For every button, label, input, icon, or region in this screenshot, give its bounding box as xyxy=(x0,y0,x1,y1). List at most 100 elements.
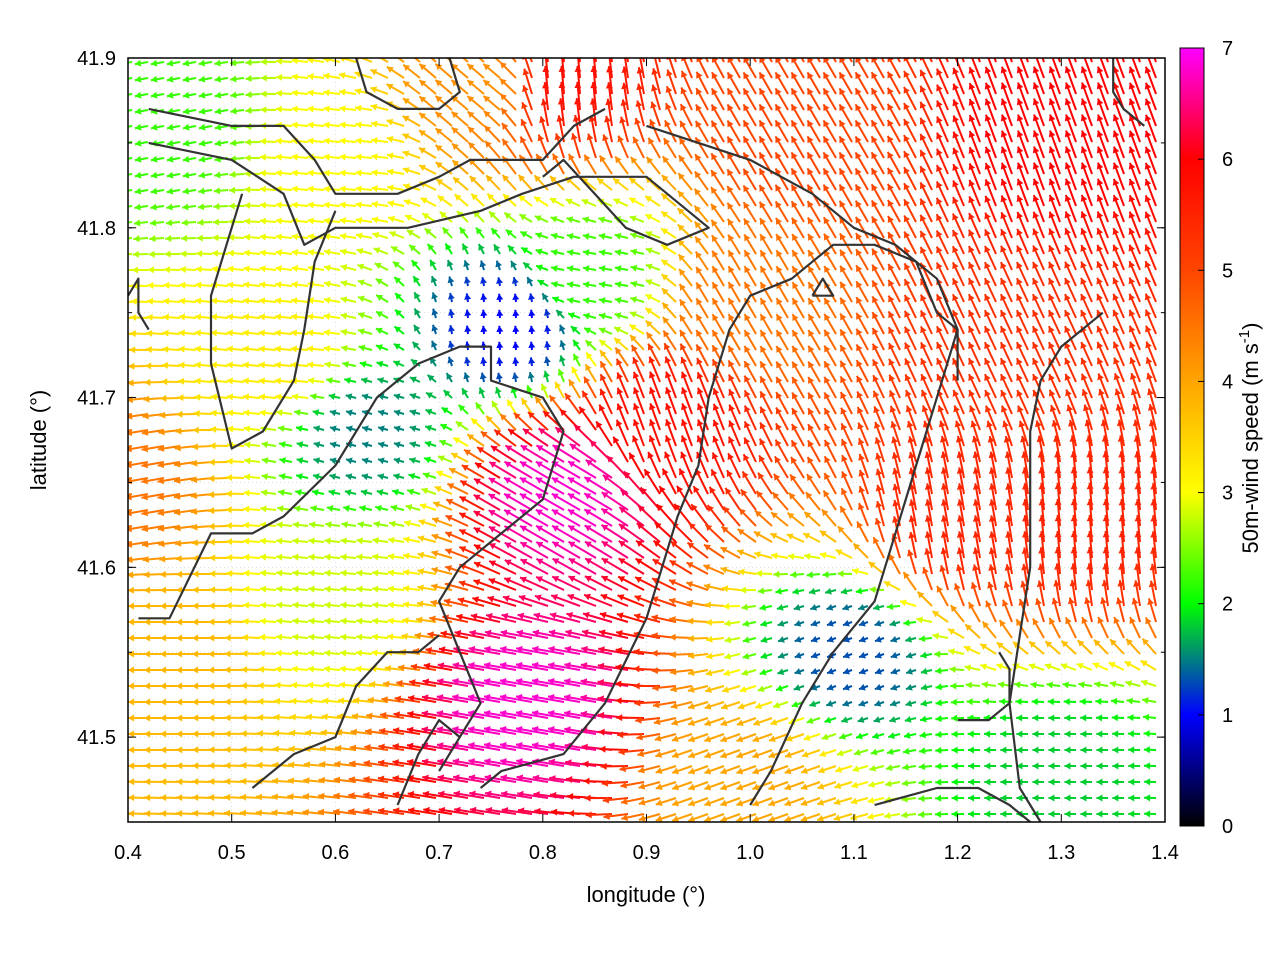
wind-arrow-head xyxy=(807,168,814,176)
wind-arrow-head xyxy=(840,40,846,47)
wind-arrow xyxy=(275,169,293,177)
wind-arrow xyxy=(1064,114,1077,143)
wind-arrow-head xyxy=(306,329,314,337)
wind-arrow xyxy=(1035,58,1045,79)
wind-arrow-head xyxy=(711,88,718,96)
wind-arrow-head xyxy=(634,118,641,125)
wind-arrow xyxy=(291,233,309,241)
wind-arrow xyxy=(338,88,357,96)
wind-arrow-head xyxy=(355,169,362,177)
wind-arrow xyxy=(791,233,805,255)
wind-arrow-head xyxy=(274,329,281,337)
wind-arrow xyxy=(759,233,773,255)
wind-arrow xyxy=(439,423,453,431)
wind-arrow xyxy=(952,147,965,175)
wind-arrow-head xyxy=(480,309,488,317)
wind-arrow xyxy=(710,169,725,191)
wind-arrow xyxy=(392,260,405,271)
wind-arrow xyxy=(574,81,582,111)
wind-arrow-head xyxy=(371,216,379,224)
wind-arrow xyxy=(1032,146,1045,175)
wind-arrow xyxy=(588,115,597,143)
wind-arrow xyxy=(322,72,341,80)
wind-arrow xyxy=(533,195,549,207)
wind-arrow xyxy=(635,100,645,127)
wind-arrow xyxy=(512,357,520,367)
wind-arrow xyxy=(742,119,757,143)
wind-arrow xyxy=(968,114,981,143)
wind-arrow xyxy=(1016,228,1029,255)
wind-arrow xyxy=(1000,146,1013,175)
wind-arrow-head xyxy=(1096,114,1104,122)
wind-arrow-head xyxy=(606,50,613,56)
wind-arrow-head xyxy=(198,107,206,115)
wind-arrow xyxy=(919,230,933,255)
wind-arrow-head xyxy=(680,120,687,128)
wind-arrow xyxy=(854,200,869,223)
wind-arrow-head xyxy=(419,80,427,87)
wind-arrow xyxy=(198,107,213,115)
wind-arrow xyxy=(822,184,837,207)
wind-arrow-head xyxy=(1032,211,1040,219)
wind-arrow xyxy=(1080,227,1093,255)
wind-arrow xyxy=(230,107,245,115)
wind-arrow-head xyxy=(936,197,943,205)
wind-arrow xyxy=(952,67,965,95)
wind-arrow xyxy=(574,65,582,95)
wind-arrow-head xyxy=(1080,66,1088,74)
wind-arrow-head xyxy=(387,50,394,56)
wind-arrow-head xyxy=(1016,82,1024,90)
wind-arrow xyxy=(759,265,773,287)
wind-arrow-head xyxy=(198,59,206,67)
wind-arrow xyxy=(461,58,469,63)
wind-arrow xyxy=(710,219,725,239)
wind-arrow-head xyxy=(386,118,394,126)
wind-arrow xyxy=(1048,228,1061,255)
wind-arrow xyxy=(243,265,261,273)
wind-arrow-head xyxy=(984,195,991,203)
wind-arrow-head xyxy=(323,137,330,145)
wind-arrow-head xyxy=(197,218,204,226)
wind-arrow-head xyxy=(871,136,878,144)
wind-arrow xyxy=(128,237,133,240)
wind-arrow xyxy=(1000,130,1013,159)
wind-arrow xyxy=(323,89,341,97)
wind-arrow-head xyxy=(435,111,443,119)
wind-arrow-head xyxy=(728,250,735,258)
wind-arrow-head xyxy=(370,69,378,76)
wind-arrow xyxy=(598,249,613,257)
wind-arrow-head xyxy=(229,59,237,67)
wind-arrow-head xyxy=(1128,98,1136,106)
wind-arrow-head xyxy=(405,214,412,222)
wind-arrow xyxy=(421,212,437,223)
wind-arrow xyxy=(582,233,597,240)
wind-arrow xyxy=(632,136,645,159)
wind-arrow-head xyxy=(839,233,847,241)
wind-arrow-shaft xyxy=(1003,58,1013,79)
wind-arrow-head xyxy=(598,249,606,257)
wind-arrow xyxy=(559,355,566,367)
wind-arrow-head xyxy=(604,115,611,123)
wind-arrow xyxy=(418,129,437,143)
wind-arrow xyxy=(1112,98,1125,127)
wind-arrow xyxy=(612,177,629,191)
wind-arrow-head xyxy=(291,201,298,209)
wind-arrow-head xyxy=(968,83,976,90)
wind-arrow-head xyxy=(339,201,346,209)
wind-arrow xyxy=(451,126,469,143)
wind-arrow xyxy=(434,79,453,95)
wind-arrow-head xyxy=(291,169,298,177)
wind-arrow-head xyxy=(920,230,927,238)
wind-arrow xyxy=(1032,162,1045,191)
wind-arrow-head xyxy=(1128,211,1136,219)
wind-arrow xyxy=(984,162,997,191)
wind-arrow xyxy=(291,393,309,401)
wind-arrow-head xyxy=(386,135,394,143)
wind-arrow xyxy=(258,313,277,321)
wind-arrow xyxy=(278,441,293,449)
wind-arrow-head xyxy=(903,86,910,94)
wind-arrow-head xyxy=(823,168,830,176)
wind-arrow xyxy=(887,199,901,223)
wind-arrow-head xyxy=(145,362,152,370)
wind-arrow-head xyxy=(558,81,566,89)
